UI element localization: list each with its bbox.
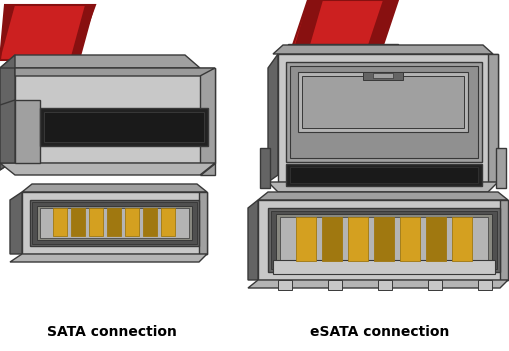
Bar bbox=[290, 167, 477, 183]
Bar bbox=[399, 217, 419, 261]
Polygon shape bbox=[499, 200, 507, 280]
Bar bbox=[347, 217, 367, 261]
Bar bbox=[161, 208, 175, 236]
Bar bbox=[89, 208, 103, 236]
Bar bbox=[15, 68, 215, 163]
Bar bbox=[327, 280, 342, 290]
Bar bbox=[279, 217, 487, 263]
Polygon shape bbox=[0, 5, 15, 60]
Polygon shape bbox=[200, 163, 215, 175]
Polygon shape bbox=[0, 55, 15, 170]
Bar bbox=[143, 208, 157, 236]
Bar bbox=[372, 73, 392, 78]
Bar bbox=[32, 202, 196, 244]
Bar bbox=[125, 208, 139, 236]
Bar bbox=[275, 214, 491, 266]
Polygon shape bbox=[367, 0, 397, 45]
Bar bbox=[295, 217, 316, 261]
Bar bbox=[267, 208, 499, 272]
Bar bbox=[362, 72, 402, 80]
Polygon shape bbox=[293, 0, 397, 45]
Bar bbox=[260, 148, 269, 188]
Polygon shape bbox=[267, 54, 277, 182]
Bar bbox=[377, 280, 391, 290]
Polygon shape bbox=[15, 68, 215, 76]
Polygon shape bbox=[200, 68, 215, 163]
Bar bbox=[288, 44, 397, 54]
Polygon shape bbox=[10, 254, 207, 262]
Text: eSATA connection: eSATA connection bbox=[309, 325, 449, 339]
Bar bbox=[495, 148, 505, 188]
Polygon shape bbox=[70, 5, 95, 60]
Bar bbox=[297, 72, 467, 132]
Bar bbox=[321, 217, 342, 261]
Bar bbox=[30, 200, 199, 246]
Polygon shape bbox=[199, 192, 207, 254]
Bar bbox=[40, 208, 189, 238]
Bar bbox=[373, 217, 393, 261]
Bar bbox=[272, 260, 494, 274]
Polygon shape bbox=[15, 100, 40, 163]
Bar bbox=[277, 54, 497, 182]
Bar bbox=[427, 280, 441, 290]
Polygon shape bbox=[267, 182, 497, 192]
Polygon shape bbox=[0, 100, 15, 163]
Polygon shape bbox=[0, 55, 200, 68]
Bar bbox=[301, 76, 463, 128]
Bar bbox=[53, 208, 67, 236]
Bar bbox=[22, 192, 207, 254]
Bar bbox=[270, 211, 496, 269]
Bar bbox=[277, 280, 292, 290]
Bar bbox=[37, 206, 191, 240]
Polygon shape bbox=[258, 192, 507, 200]
Bar bbox=[40, 108, 208, 146]
Bar bbox=[258, 200, 507, 280]
Polygon shape bbox=[487, 54, 497, 182]
Polygon shape bbox=[0, 68, 15, 170]
Polygon shape bbox=[247, 280, 507, 288]
Bar bbox=[477, 280, 491, 290]
Polygon shape bbox=[22, 184, 207, 192]
Bar bbox=[425, 217, 445, 261]
Bar bbox=[44, 112, 204, 142]
Polygon shape bbox=[272, 45, 492, 54]
Bar bbox=[107, 208, 121, 236]
Bar bbox=[451, 217, 471, 261]
Polygon shape bbox=[0, 5, 95, 60]
Bar bbox=[71, 208, 85, 236]
Bar bbox=[286, 62, 481, 162]
Bar bbox=[290, 66, 477, 158]
Polygon shape bbox=[0, 163, 215, 175]
Polygon shape bbox=[247, 200, 258, 280]
Bar bbox=[286, 164, 481, 186]
Text: SATA connection: SATA connection bbox=[47, 325, 177, 339]
Polygon shape bbox=[10, 192, 22, 254]
Polygon shape bbox=[294, 0, 322, 45]
